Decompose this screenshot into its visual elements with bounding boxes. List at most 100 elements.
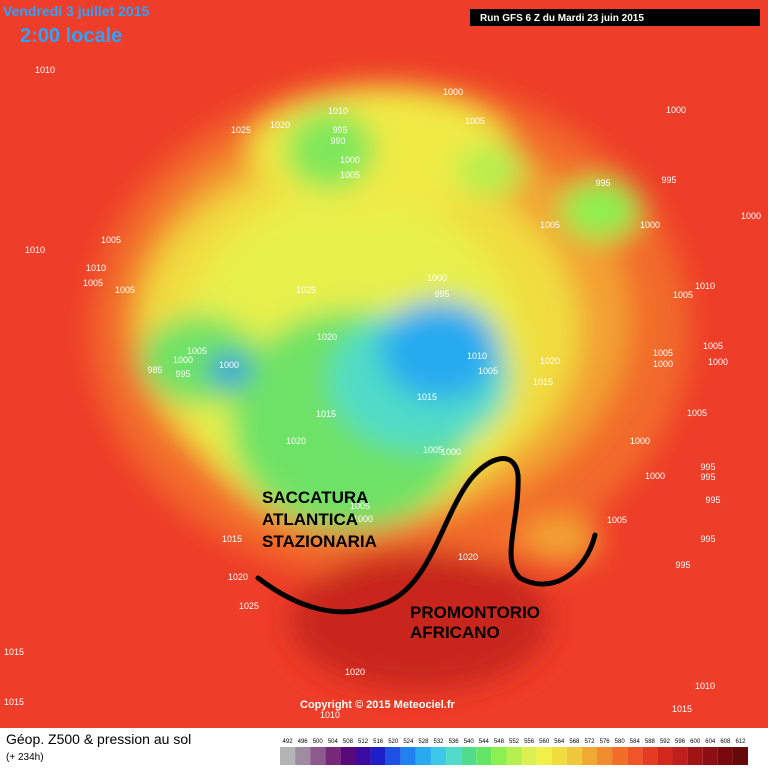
isobar-label: 1020 [345, 667, 365, 677]
scale-swatch [521, 747, 537, 765]
color-scale: 492 496 500 504 508 512 516 520 524 528 532 536 540 5… [280, 739, 748, 765]
scale-swatch [672, 747, 688, 765]
scale-swatch [446, 747, 462, 765]
scale-swatch [385, 747, 401, 765]
isobar-label: 1005 [340, 170, 360, 180]
isobar-label: 1005 [478, 366, 498, 376]
isobar-label: 1000 [441, 447, 461, 457]
scale-label: 556 [524, 739, 535, 745]
scale-label: 496 [298, 739, 309, 745]
isobar-label: 1020 [228, 572, 248, 582]
scale-label: 572 [584, 739, 595, 745]
isobar-label: 1005 [101, 235, 121, 245]
scale-label: 532 [434, 739, 445, 745]
scale-swatch [355, 747, 371, 765]
scale-label: 600 [690, 739, 701, 745]
isobar-label: 990 [330, 136, 345, 146]
isobar-label: 1005 [187, 346, 207, 356]
isobar-label: 1020 [540, 356, 560, 366]
scale-label: 492 [283, 739, 294, 745]
isobar-label: 1005 [653, 348, 673, 358]
scale-swatch [551, 747, 567, 765]
scale-swatch [400, 747, 416, 765]
trough-label: SACCATURA [262, 488, 368, 507]
isobar-label: 1020 [270, 120, 290, 130]
scale-label: 504 [328, 739, 339, 745]
isobar-label: 1000 [653, 359, 673, 369]
isobar-label: 985 [147, 365, 162, 375]
isobar-label: 1010 [320, 710, 340, 720]
isobar-label: 1015 [4, 647, 24, 657]
scale-swatch [536, 747, 552, 765]
isobar-label: 1020 [317, 332, 337, 342]
scale-swatch [461, 747, 477, 765]
scale-label: 604 [705, 739, 716, 745]
scale-swatch [280, 747, 296, 765]
isobar-label: 1005 [83, 278, 103, 288]
isobar-label: 1010 [35, 65, 55, 75]
scale-swatch [627, 747, 643, 765]
isobar-label: 995 [705, 495, 720, 505]
scale-label: 508 [343, 739, 354, 745]
isobar-label: 1000 [173, 355, 193, 365]
scale-label: 500 [313, 739, 324, 745]
isobar-label: 1000 [219, 360, 239, 370]
isobar-label: 1010 [86, 263, 106, 273]
scale-swatch [430, 747, 447, 765]
isobar-label: 1000 [666, 105, 686, 115]
isobar-label: 1005 [540, 220, 560, 230]
isobar-label: 1000 [741, 211, 761, 221]
scale-label: 516 [373, 739, 384, 745]
isobar-label: 1015 [316, 409, 336, 419]
trough-label: ATLANTICA [262, 510, 358, 529]
isobar-label: 1025 [231, 125, 251, 135]
forecast-time: 2:00 locale [20, 25, 122, 47]
run-box [470, 9, 760, 26]
scale-label: 612 [735, 739, 746, 745]
isobar-label: 1000 [340, 155, 360, 165]
isobar-label: 1005 [703, 341, 723, 351]
isobar-label: 995 [700, 462, 715, 472]
isobar-label: 1015 [222, 534, 242, 544]
scale-swatch [597, 747, 613, 765]
scale-label: 536 [449, 739, 460, 745]
scale-swatch [732, 747, 748, 765]
run-info: Run GFS 6 Z du Mardi 23 juin 2015 [480, 13, 644, 24]
legend-title: Géop. Z500 & pression au sol [6, 731, 191, 747]
scale-swatch [581, 747, 598, 765]
scale-swatch [295, 747, 311, 765]
isobar-label: 995 [175, 369, 190, 379]
isobar-label: 1010 [328, 106, 348, 116]
scale-swatch [506, 747, 522, 765]
isobar-label: 1020 [458, 552, 478, 562]
scale-swatch [702, 747, 718, 765]
isobar-label: 1005 [423, 445, 443, 455]
isobar-label: 1020 [286, 436, 306, 446]
scale-label: 548 [494, 739, 505, 745]
copyright: Copyright © 2015 Meteociel.fr [300, 699, 456, 711]
annotations: SACCATURA ATLANTICA STAZIONARIA PROMONTORIO… [262, 488, 540, 642]
trough-label: STAZIONARIA [262, 532, 377, 551]
synoptic-lines [255, 456, 598, 615]
isobar-label: 1025 [296, 285, 316, 295]
scale-swatch [476, 747, 492, 765]
isobar-label: 1010 [25, 245, 45, 255]
isobar-label: 1015 [4, 697, 24, 707]
isobar-label: 1015 [672, 704, 692, 714]
isobar-label: 995 [332, 125, 347, 135]
isobar-label: 1010 [695, 681, 715, 691]
ridge-label: AFRICANO [410, 623, 500, 642]
scale-swatch [657, 747, 673, 765]
scale-label: 560 [539, 739, 550, 745]
scale-label: 540 [464, 739, 475, 745]
geopotential-field [90, 80, 690, 690]
isobar-label: 1005 [350, 501, 370, 511]
scale-label: 544 [479, 739, 490, 745]
scale-label: 564 [554, 739, 565, 745]
isobar-label: 1000 [353, 514, 373, 524]
isobar-label: 1000 [640, 220, 660, 230]
isobar-label: 1005 [607, 515, 627, 525]
isobar-label: 995 [675, 560, 690, 570]
